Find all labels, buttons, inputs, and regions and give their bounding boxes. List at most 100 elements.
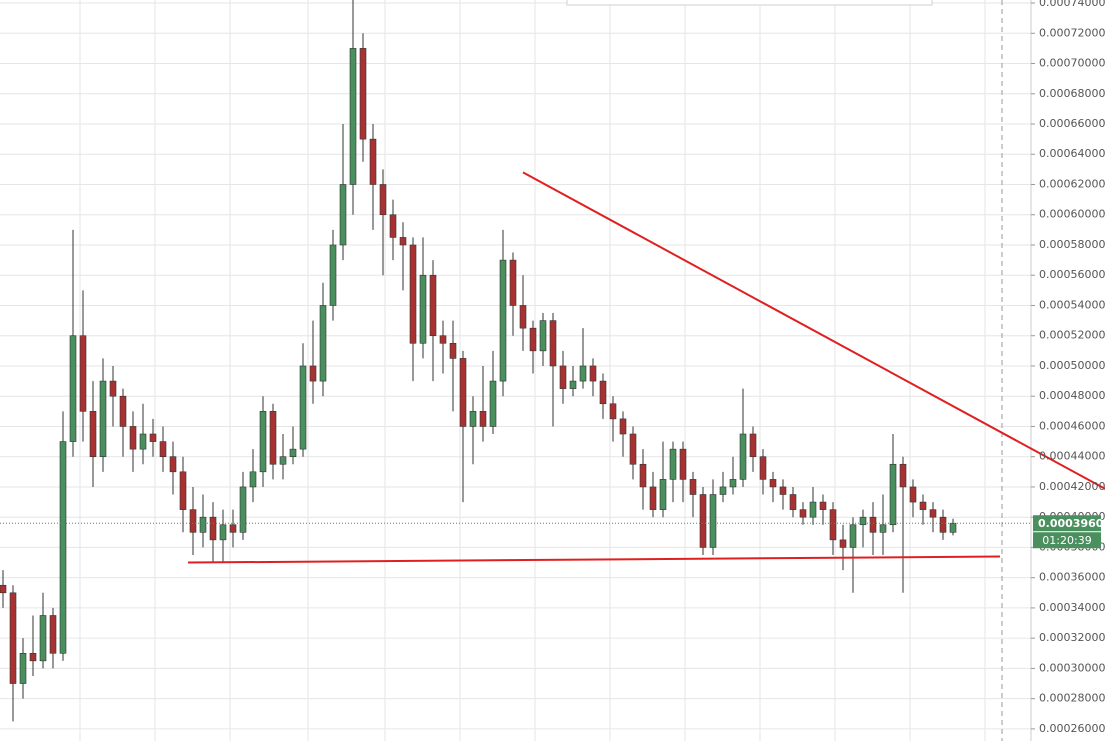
candle-body — [569, 380, 577, 389]
candle-body — [49, 615, 57, 654]
y-tick-label: 0.00044000 — [1039, 450, 1105, 463]
candle-body — [499, 259, 507, 382]
y-tick-label: 0.00054000 — [1039, 298, 1105, 311]
price-axis-bg — [1031, 0, 1105, 741]
candle-body — [339, 184, 347, 246]
candle-body — [729, 479, 737, 488]
y-tick-label: 0.00048000 — [1039, 389, 1105, 402]
candle-body — [329, 244, 337, 306]
y-tick-label: 0.00042000 — [1039, 480, 1105, 493]
candle-body — [589, 365, 597, 382]
candle-body — [819, 501, 827, 510]
countdown-box — [1033, 532, 1101, 549]
candle-body — [479, 411, 487, 427]
candle-body — [359, 48, 367, 140]
candle-body — [789, 494, 797, 510]
candle-body — [579, 365, 587, 382]
candle-body — [839, 539, 847, 548]
candle-body — [859, 516, 867, 526]
candle-body — [149, 433, 157, 442]
candle-body — [189, 509, 197, 533]
candle-body — [639, 463, 647, 488]
y-tick-label: 0.00072000 — [1039, 26, 1105, 39]
y-tick-label: 0.00046000 — [1039, 419, 1105, 432]
candle-body — [409, 244, 417, 344]
candle-body — [809, 501, 817, 518]
candle-body — [169, 456, 177, 473]
candle-body — [759, 456, 767, 480]
candle-body — [289, 448, 297, 457]
candle-body — [659, 479, 667, 510]
candle-body — [609, 403, 617, 420]
y-tick-label: 0.00050000 — [1039, 359, 1105, 372]
toolbar-edge — [566, 0, 933, 6]
candle-body — [59, 441, 67, 654]
candle-body — [929, 509, 937, 518]
candle-body — [259, 411, 267, 473]
candle-body — [629, 433, 637, 465]
candle-body — [879, 524, 887, 533]
candle-body — [319, 305, 327, 382]
candle-body — [129, 426, 137, 450]
candle-body — [389, 214, 397, 238]
candle-body — [399, 237, 407, 246]
candle-body — [19, 652, 27, 684]
y-tick-label: 0.00074000 — [1039, 0, 1105, 9]
candle-body — [369, 138, 377, 185]
y-tick-label: 0.00034000 — [1039, 601, 1105, 614]
candle-body — [209, 516, 217, 541]
candle-body — [769, 479, 777, 488]
candle-body — [749, 433, 757, 457]
y-tick-label: 0.00068000 — [1039, 87, 1105, 100]
y-tick-label: 0.00026000 — [1039, 722, 1105, 735]
y-tick-label: 0.00030000 — [1039, 661, 1105, 674]
y-tick-label: 0.00070000 — [1039, 57, 1105, 70]
last-price-label: 0.00039600 — [1038, 517, 1105, 530]
candle-body — [849, 524, 857, 548]
candle-body — [799, 509, 807, 518]
candle-body — [309, 365, 317, 382]
candle-body — [119, 395, 127, 427]
price-axis: 0.00026000 0.00028000 0.00030000 0.00032000… — [1031, 0, 1105, 735]
candle-body — [69, 335, 77, 442]
candle-body — [459, 358, 467, 427]
candle-body — [249, 471, 257, 488]
candle-body — [559, 365, 567, 389]
candle-body — [449, 342, 457, 359]
candle-body — [299, 365, 307, 450]
candle-body — [229, 524, 237, 533]
y-tick-label: 0.00036000 — [1039, 571, 1105, 584]
trendline — [187, 555, 1001, 564]
candle-body — [39, 615, 47, 662]
candle-body — [869, 516, 877, 533]
candle-body — [99, 380, 107, 457]
y-tick-label: 0.00062000 — [1039, 177, 1105, 190]
candle-body — [469, 411, 477, 427]
trendline — [522, 171, 1105, 490]
candle-body — [919, 501, 927, 510]
candle-body — [509, 259, 517, 306]
candle-body — [379, 184, 387, 216]
y-tick-label: 0.00032000 — [1039, 631, 1105, 644]
candle-body — [539, 320, 547, 352]
candle-body — [239, 486, 247, 533]
candle-body — [419, 274, 427, 344]
y-tick-label: 0.00052000 — [1039, 329, 1105, 342]
candle-body — [829, 509, 837, 541]
candle-body — [939, 516, 947, 533]
last-price-box — [1033, 515, 1101, 532]
candle-body — [159, 441, 167, 457]
overlay — [0, 171, 1105, 564]
candle-body — [739, 433, 747, 480]
candle-body — [649, 486, 657, 510]
candle-body — [909, 486, 917, 503]
candle-body — [949, 522, 957, 533]
candle-body — [899, 463, 907, 488]
candles — [0, 0, 957, 722]
y-tick-label: 0.00066000 — [1039, 117, 1105, 130]
candle-body — [79, 335, 87, 412]
candle-body — [429, 274, 437, 337]
candle-body — [269, 411, 277, 465]
candle-body — [0, 584, 7, 594]
